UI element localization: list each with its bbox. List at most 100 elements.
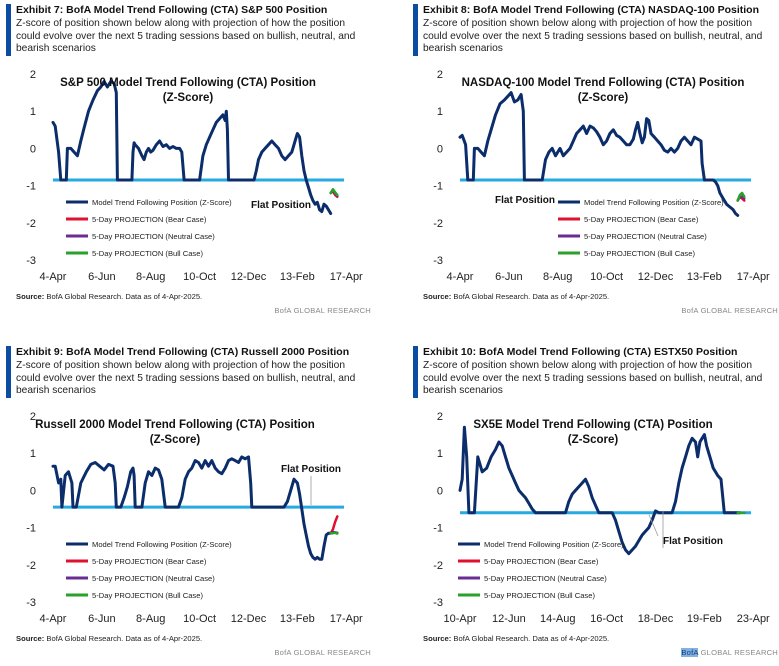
series-line-model-trend-following-position-z-score [51, 79, 333, 215]
source-note: Source: BofA Global Research. Data as of… [423, 292, 609, 301]
exhibit-subtitle: Z-score of position shown below along wi… [16, 360, 356, 396]
source-label: Source: [423, 634, 452, 643]
x-tick-label: 12-Jun [492, 613, 526, 625]
legend-label: 5-Day PROJECTION (Bear Case) [92, 557, 207, 566]
y-tick-label: -1 [26, 523, 36, 535]
sp500-cta-chart: 2 1 0 -1 -2 -3 4-Apr 6-Jun 8-Aug 10-Oct 12-Dec 13-F… [26, 69, 363, 283]
accent-bar [413, 346, 418, 398]
y-tick-label: 1 [437, 106, 443, 118]
legend-label: 5-Day PROJECTION (Bull Case) [92, 591, 203, 600]
y-tick-label: -1 [433, 523, 443, 535]
exhibit-7-panel: Exhibit 7: BofA Model Trend Following (C… [6, 4, 371, 324]
y-tick-label: 1 [30, 448, 36, 460]
x-tick-label: 16-Oct [590, 613, 623, 625]
exhibit-10-panel: Exhibit 10: BofA Model Trend Following (… [413, 346, 778, 666]
nasdaq100-cta-chart: 2 1 0 -1 -2 -3 4-Apr 6-Jun 8-Aug 10-Oct 12-Dec 13-F… [433, 69, 770, 283]
x-tick-label: 8-Aug [136, 271, 165, 283]
exhibit-title: Exhibit 8: BofA Model Trend Following (C… [423, 4, 759, 16]
accent-bar [6, 4, 11, 56]
x-tick-label: 13-Feb [280, 271, 315, 283]
source-label: Source: [16, 292, 45, 301]
series-line-model-trend-following-position-z-score [458, 91, 740, 217]
x-tick-label: 12-Dec [231, 613, 267, 625]
y-tick-label: -3 [26, 597, 36, 609]
y-tick-label: 2 [30, 411, 36, 423]
x-tick-label: 10-Oct [183, 271, 216, 283]
series-line-5-day-projection-bull-case [329, 188, 339, 197]
x-tick-label: 8-Aug [543, 271, 572, 283]
chart-title-line: S&P 500 Model Trend Following (CTA) Posi… [60, 77, 316, 89]
y-tick-label: 1 [30, 106, 36, 118]
y-tick-label: 1 [437, 448, 443, 460]
x-tick-label: 13-Feb [280, 613, 315, 625]
x-tick-label: 12-Dec [231, 271, 267, 283]
chart-title-line: SX5E Model Trend Following (CTA) Positio… [473, 419, 712, 431]
x-tick-label: 4-Apr [447, 271, 474, 283]
x-tick-label: 10-Oct [183, 613, 216, 625]
x-tick-label: 12-Dec [638, 271, 674, 283]
source-label: Source: [16, 634, 45, 643]
legend-label: Model Trend Following Position (Z-Score) [584, 198, 724, 207]
source-text: BofA Global Research. Data as of 4-Apr-2… [46, 292, 203, 301]
sx5e-cta-chart: 2 1 0 -1 -2 -310-Apr 12-Jun 14-Aug 16-Oct 18-Dec 1… [433, 411, 770, 625]
legend-label: 5-Day PROJECTION (Bull Case) [584, 249, 695, 258]
chart-title-line: (Z-Score) [568, 434, 619, 446]
legend-label: 5-Day PROJECTION (Neutral Case) [92, 574, 215, 583]
x-tick-label: 18-Dec [638, 613, 674, 625]
legend-label: 5-Day PROJECTION (Neutral Case) [584, 232, 707, 241]
x-tick-label: 6-Jun [495, 271, 523, 283]
x-tick-label: 8-Aug [136, 613, 165, 625]
x-tick-label: 4-Apr [40, 613, 67, 625]
y-tick-label: 0 [437, 485, 443, 497]
flat-position-label: Flat Position [281, 464, 341, 475]
accent-bar [6, 346, 11, 398]
exhibit-subtitle: Z-score of position shown below along wi… [423, 360, 763, 396]
russell2000-cta-chart: 2 1 0 -1 -2 -3 4-Apr 6-Jun 8-Aug 10-Oct 12-Dec 13-F… [26, 411, 363, 625]
legend-label: 5-Day PROJECTION (Bull Case) [92, 249, 203, 258]
x-tick-label: 6-Jun [88, 271, 116, 283]
exhibit-subtitle: Z-score of position shown below along wi… [423, 18, 763, 54]
brand-rest: GLOBAL RESEARCH [700, 648, 778, 657]
brand-label: BofA GLOBAL RESEARCH [274, 306, 371, 315]
source-text: BofA Global Research. Data as of 4-Apr-2… [453, 634, 610, 643]
x-tick-label: 4-Apr [40, 271, 67, 283]
series-line-5-day-projection-bear-case [329, 515, 339, 535]
chart-title-line: (Z-Score) [578, 92, 629, 104]
legend-label: 5-Day PROJECTION (Bear Case) [484, 557, 599, 566]
y-tick-label: 0 [437, 143, 443, 155]
accent-bar [413, 4, 418, 56]
legend-label: 5-Day PROJECTION (Neutral Case) [92, 232, 215, 241]
brand-label: BofA GLOBAL RESEARCH [681, 648, 778, 657]
y-tick-label: 0 [30, 143, 36, 155]
x-tick-label: 19-Feb [687, 613, 722, 625]
chart-title-line: (Z-Score) [150, 434, 201, 446]
exhibit-title: Exhibit 9: BofA Model Trend Following (C… [16, 346, 350, 358]
legend-label: Model Trend Following Position (Z-Score) [484, 540, 624, 549]
x-tick-label: 14-Aug [540, 613, 575, 625]
brand-label: BofA GLOBAL RESEARCH [681, 306, 778, 315]
flat-position-label: Flat Position [495, 195, 555, 206]
y-tick-label: 2 [437, 69, 443, 81]
y-tick-label: -3 [433, 255, 443, 267]
y-tick-label: -1 [433, 181, 443, 193]
x-tick-label: 10-Apr [443, 613, 476, 625]
x-tick-label: 17-Apr [330, 271, 363, 283]
y-tick-label: 2 [30, 69, 36, 81]
exhibit-8-panel: Exhibit 8: BofA Model Trend Following (C… [413, 4, 778, 324]
y-tick-label: -2 [26, 560, 36, 572]
source-text: BofA Global Research. Data as of 4-Apr-2… [453, 292, 610, 301]
chart-title-line: NASDAQ-100 Model Trend Following (CTA) P… [462, 77, 745, 89]
legend-label: 5-Day PROJECTION (Bear Case) [584, 215, 699, 224]
series-line-model-trend-following-position-z-score [51, 455, 333, 561]
legend-label: 5-Day PROJECTION (Bear Case) [92, 215, 207, 224]
source-note: Source: BofA Global Research. Data as of… [423, 634, 609, 643]
legend-label: 5-Day PROJECTION (Bull Case) [484, 591, 595, 600]
flat-position-label: Flat Position [663, 536, 723, 547]
legend-label: Model Trend Following Position (Z-Score) [92, 540, 232, 549]
exhibit-title: Exhibit 7: BofA Model Trend Following (C… [16, 4, 328, 16]
chart-title-line: Russell 2000 Model Trend Following (CTA)… [35, 419, 315, 431]
x-tick-label: 17-Apr [330, 613, 363, 625]
flat-position-label: Flat Position [251, 200, 311, 211]
series-line-model-trend-following-position-z-score [458, 425, 742, 556]
x-tick-label: 13-Feb [687, 271, 722, 283]
